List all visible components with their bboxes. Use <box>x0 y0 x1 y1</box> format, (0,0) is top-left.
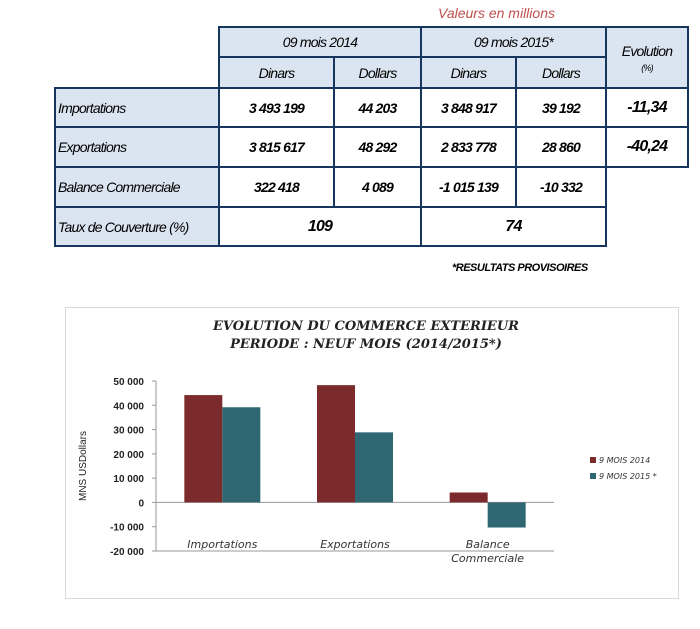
currency-header: Dollars <box>515 56 607 89</box>
row-label: Taux de Couverture (%) <box>54 206 220 247</box>
y-tick-label: 10 000 <box>113 474 144 485</box>
cell: 4 089 <box>333 166 422 208</box>
evolution-cell: -11,34 <box>605 87 689 128</box>
y-axis-label: MNS USDollars <box>78 431 89 501</box>
cell: 3 493 199 <box>218 87 335 128</box>
x-tick-label: Exportations <box>320 538 390 551</box>
chart-title: PERIODE : NEUF MOIS (2014/2015*) <box>229 337 502 352</box>
currency-header: Dinars <box>420 56 517 89</box>
bar-2015 <box>487 502 526 528</box>
legend-swatch <box>590 473 596 479</box>
coverage-cell: 109 <box>218 206 422 247</box>
x-tick-label: Commerciale <box>451 552 524 565</box>
row-label: Balance Commerciale <box>54 166 220 208</box>
y-tick-label: -10 000 <box>110 523 144 534</box>
bar-2014 <box>317 385 355 503</box>
legend-swatch <box>590 457 596 463</box>
table-row: Taux de Couverture (%) 109 74 <box>54 206 688 247</box>
legend-label: 9 MOIS 2015 * <box>599 472 657 481</box>
y-tick-label: -20 000 <box>110 547 144 558</box>
cell: 3 848 917 <box>420 87 517 128</box>
bar-2014 <box>184 395 223 503</box>
cell: 48 292 <box>333 126 422 168</box>
y-tick-label: 40 000 <box>113 401 144 412</box>
cell: 2 833 778 <box>420 126 517 168</box>
y-tick-label: 50 000 <box>113 377 144 388</box>
coverage-cell: 74 <box>420 206 607 247</box>
currency-header: Dinars <box>218 56 335 89</box>
x-tick-label: Balance <box>466 538 510 551</box>
bar-2014 <box>449 492 488 503</box>
cell: 3 815 617 <box>218 126 335 168</box>
currency-header: Dollars <box>333 56 422 89</box>
evolution-title: Evolution <box>621 42 673 59</box>
cell: 44 203 <box>333 87 422 128</box>
evolution-header: Evolution (%) <box>605 26 689 89</box>
row-label: Importations <box>54 87 220 128</box>
evolution-cell: -40,24 <box>605 126 689 168</box>
bar-2015 <box>355 432 393 503</box>
y-tick-label: 20 000 <box>113 450 144 461</box>
cell: -1 015 139 <box>420 166 517 208</box>
cell: -10 332 <box>515 166 607 208</box>
y-tick-label: 30 000 <box>113 426 144 437</box>
period-header: 09 mois 2015* <box>420 26 607 58</box>
y-tick-label: 0 <box>138 498 144 509</box>
bar-2015 <box>222 407 261 503</box>
period-header: 09 mois 2014 <box>218 26 422 58</box>
table-row: Exportations 3 815 617 48 292 2 833 778 … <box>54 126 689 168</box>
chart-frame <box>65 307 679 599</box>
row-label: Exportations <box>54 126 220 168</box>
evolution-unit: (%) <box>641 62 653 73</box>
cell: 322 418 <box>218 166 335 208</box>
cell: 39 192 <box>515 87 607 128</box>
table-row: Balance Commerciale 322 418 4 089 -1 015… <box>54 166 688 208</box>
units-note: Valeurs en millions <box>438 5 555 21</box>
chart-title: EVOLUTION DU COMMERCE EXTERIEUR <box>212 319 519 334</box>
x-tick-label: Importations <box>187 538 257 551</box>
legend-label: 9 MOIS 2014 <box>599 456 650 465</box>
trade-table: 09 mois 2014 09 mois 2015* Evolution (%)… <box>54 26 689 247</box>
footnote: *RESULTATS PROVISOIRES <box>452 262 588 274</box>
cell: 28 860 <box>515 126 607 168</box>
table-row: Importations 3 493 199 44 203 3 848 917 … <box>54 87 689 128</box>
